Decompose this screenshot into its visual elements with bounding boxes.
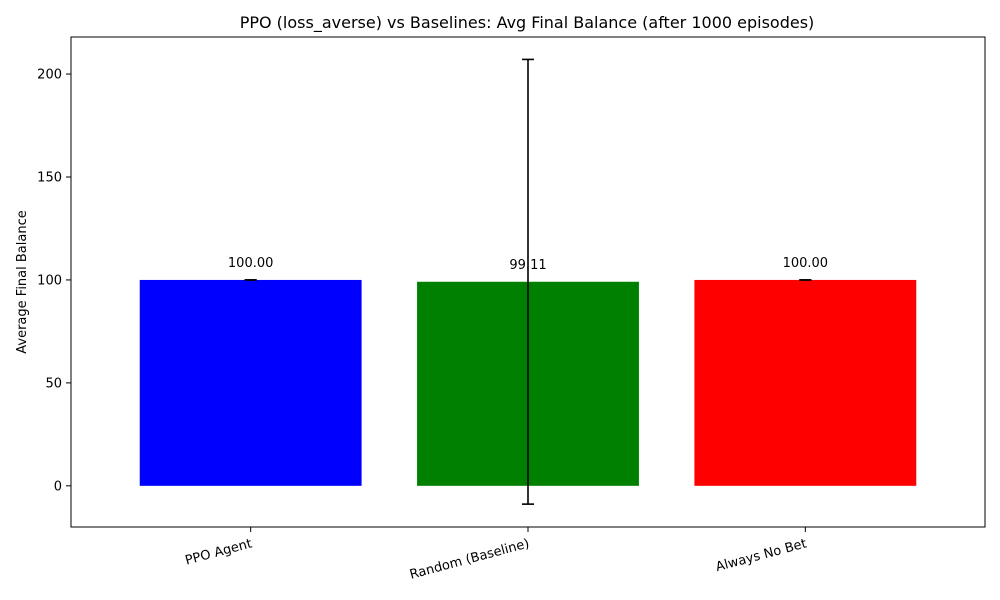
y-tick-label: 100 — [37, 273, 62, 288]
y-axis-label: Average Final Balance — [15, 210, 30, 353]
y-axis: 0 50 100 150 200 — [37, 68, 71, 494]
x-axis: PPO Agent Random (Baseline) Always No Bet — [184, 527, 808, 583]
data-label: 99.11 — [509, 258, 546, 273]
y-tick-label: 50 — [45, 376, 62, 391]
data-label: 100.00 — [783, 256, 829, 271]
bar — [139, 279, 362, 486]
x-tick-label: Random (Baseline) — [408, 536, 531, 582]
plot-frame — [70, 36, 986, 528]
x-tick-label: Always No Bet — [714, 536, 808, 575]
bar — [694, 279, 917, 486]
y-tick-label: 200 — [37, 68, 62, 83]
y-tick-label: 150 — [37, 171, 62, 186]
bars: 100.00 99.11 100.00 — [139, 58, 917, 505]
y-tick-label: 0 — [54, 479, 62, 494]
x-tick-label: PPO Agent — [184, 536, 254, 568]
data-label: 100.00 — [228, 256, 274, 271]
chart-title: PPO (loss_averse) vs Baselines: Avg Fina… — [240, 13, 815, 33]
